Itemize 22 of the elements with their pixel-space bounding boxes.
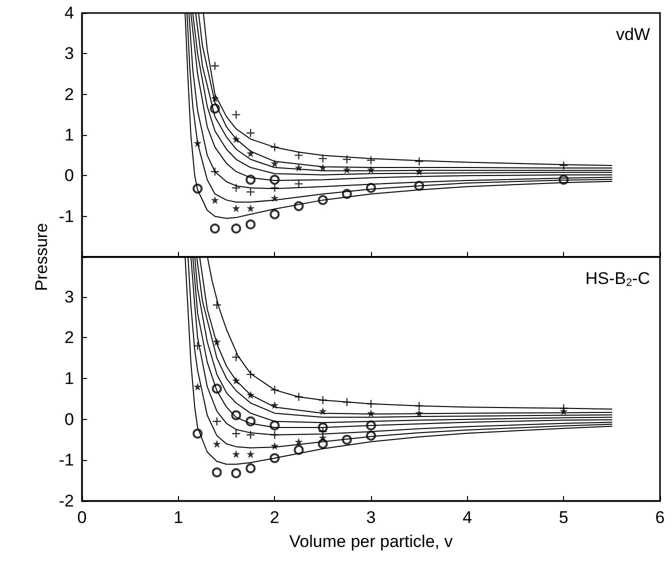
y-tick-label: 2 <box>64 328 74 348</box>
x-tick-label: 2 <box>270 508 280 527</box>
x-tick-label: 1 <box>174 508 184 527</box>
x-tick-label: 0 <box>77 508 87 527</box>
y-tick-label: 3 <box>64 287 74 306</box>
y-tick-label: 2 <box>64 84 74 104</box>
x-tick-label: 5 <box>558 508 568 527</box>
x-tick-label: 3 <box>366 508 376 527</box>
y-axis-title: Pressure <box>32 222 52 292</box>
y-tick-label: 3 <box>64 44 74 64</box>
x-axis-title: Volume per particle, v <box>289 532 454 551</box>
y-tick-label: -1 <box>58 206 74 226</box>
y-tick-label: 0 <box>64 410 74 429</box>
y-tick-label: -1 <box>58 450 74 470</box>
annotation: vdW <box>616 25 650 44</box>
y-tick-label: 1 <box>64 126 74 144</box>
y-tick-label: 1 <box>64 369 74 388</box>
y-tick-label: -2 <box>58 492 74 510</box>
y-tick-label: 0 <box>64 166 74 186</box>
x-tick-label: 4 <box>462 508 472 527</box>
x-tick-label: 6 <box>655 508 665 527</box>
y-tick-label: 4 <box>64 4 74 22</box>
